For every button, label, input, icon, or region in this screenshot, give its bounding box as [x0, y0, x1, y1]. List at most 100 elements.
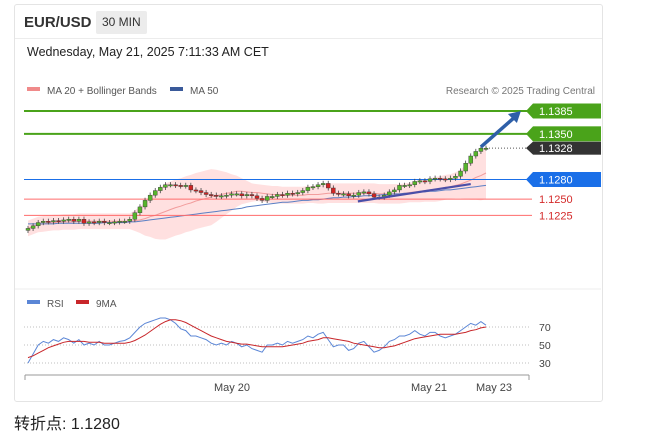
price-pane: 1.1385 1.1350 1.1328 1.1280 1.1250 1.1225: [24, 103, 601, 240]
candle-body: [326, 183, 331, 189]
candle-body: [331, 187, 336, 194]
candle-body: [97, 221, 102, 223]
candle-body: [198, 190, 204, 193]
candle-body: [224, 194, 229, 197]
candle-body: [371, 193, 377, 198]
candle-body: [244, 194, 250, 197]
candle-body: [259, 198, 265, 201]
candle-body: [427, 178, 433, 182]
candle-body: [448, 177, 453, 180]
candle-body: [229, 193, 234, 196]
candle-body: [188, 185, 194, 191]
target-arrow-shaft: [479, 115, 517, 149]
candle-body: [453, 176, 458, 179]
candle-body: [443, 178, 448, 181]
candle-body: [483, 147, 489, 150]
support-label: 1.1250: [539, 194, 573, 206]
ma50-legend-label: MA 50: [190, 86, 219, 97]
candle-body: [387, 191, 392, 196]
credit-label: Research © 2025 Trading Central: [446, 86, 595, 97]
candle-body: [478, 147, 484, 152]
candle-body: [137, 206, 143, 213]
support-label: 1.1225: [539, 210, 573, 222]
candle-body: [305, 187, 311, 191]
ma9-legend-swatch: [76, 300, 89, 304]
candle-body: [91, 221, 97, 224]
symbol-title: EUR/USD: [24, 14, 92, 31]
candle-body: [203, 192, 209, 195]
candle-body: [86, 221, 92, 224]
candle-body: [76, 219, 82, 222]
pivot-footer: 转折点: 1.1280: [14, 410, 120, 434]
candle-body: [402, 185, 407, 187]
candle-body: [417, 180, 423, 183]
datetime-label: Wednesday, May 21, 2025 7:11:33 AM CET: [27, 45, 269, 59]
candle-body: [214, 194, 219, 197]
candle-body: [56, 220, 61, 223]
candle-body: [112, 221, 117, 224]
candle-body: [163, 184, 168, 188]
candle-body: [122, 221, 127, 223]
candle-body: [249, 194, 255, 197]
candle-body: [438, 177, 443, 180]
candle-body: [275, 194, 280, 197]
candle-body: [51, 220, 56, 223]
candle-body: [341, 193, 346, 196]
ma20-legend-label: MA 20 + Bollinger Bands: [47, 86, 157, 97]
candle-body: [422, 180, 428, 183]
candle-body: [168, 184, 173, 187]
candle-body: [300, 190, 305, 193]
candle-body: [193, 189, 199, 192]
candle-body: [102, 221, 107, 223]
x-tick-label: May 21: [411, 382, 447, 394]
candle-body: [315, 184, 321, 187]
pivot-label: 1.1280: [539, 175, 573, 187]
rsi-ma-line: [27, 319, 487, 359]
candle-body: [219, 195, 224, 198]
candle-body: [234, 193, 239, 196]
candle-body: [290, 192, 295, 195]
candle-body: [285, 192, 290, 196]
resistance-pointer: [526, 126, 533, 142]
candle-body: [310, 186, 316, 189]
candle-body: [25, 228, 31, 231]
candle-body: [432, 177, 438, 180]
candle-body: [254, 195, 260, 199]
candle-body: [412, 181, 417, 185]
candle-body: [361, 191, 367, 194]
candle-body: [178, 185, 183, 187]
resistance-pointer: [526, 103, 533, 119]
candle-body: [208, 194, 214, 196]
rsi-tick-label: 50: [539, 340, 551, 352]
candle-body: [270, 196, 275, 198]
candle-body: [158, 187, 163, 191]
candle-body: [320, 183, 326, 185]
rsi-legend-label: RSI: [47, 299, 64, 310]
candle-body: [117, 221, 122, 223]
header-divider: [15, 38, 602, 39]
candle-body: [366, 191, 372, 195]
rsi-line: [27, 317, 487, 364]
ma50-legend-swatch: [170, 87, 183, 91]
pivot-pointer: [526, 172, 533, 187]
candle-body: [397, 185, 402, 191]
candle-body: [127, 219, 132, 222]
rsi-legend-swatch: [27, 300, 40, 304]
candle-body: [351, 194, 356, 197]
timeframe-badge[interactable]: 30 MIN: [96, 11, 147, 34]
candle-body: [295, 192, 300, 195]
candle-body: [346, 193, 351, 197]
candle-body: [392, 189, 397, 193]
last-price-tag: [533, 141, 601, 155]
candle-body: [183, 185, 188, 187]
candle-body: [81, 219, 87, 224]
candle-body: [142, 200, 148, 208]
candle-body: [239, 193, 244, 197]
pivot-label: 转折点:: [14, 416, 67, 433]
candle-body: [468, 155, 473, 164]
rsi-pane: 70 50 30: [15, 288, 601, 370]
resistance-label: 1.1350: [539, 129, 573, 141]
candle-body: [407, 184, 412, 187]
candle-body: [153, 190, 158, 196]
